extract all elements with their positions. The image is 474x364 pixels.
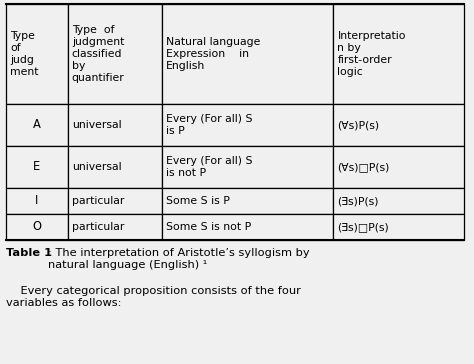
Text: Type  of
judgment
classified
by
quantifier: Type of judgment classified by quantifie…	[72, 25, 125, 83]
Bar	[6, 214, 68, 240]
Bar	[68, 146, 162, 188]
Text: Every (For all) S
is not P: Every (For all) S is not P	[166, 156, 252, 178]
Text: Natural language
Expression    in
English: Natural language Expression in English	[166, 37, 260, 71]
Bar	[162, 146, 334, 188]
Bar	[162, 4, 334, 104]
Bar	[162, 214, 334, 240]
Bar	[6, 4, 68, 104]
Text: (∃s)P(s): (∃s)P(s)	[337, 196, 379, 206]
Bar	[68, 4, 162, 104]
Text: O: O	[32, 221, 41, 233]
Bar	[162, 104, 334, 146]
Text: Every (For all) S
is P: Every (For all) S is P	[166, 114, 252, 136]
Text: universal: universal	[72, 120, 121, 130]
Bar	[334, 146, 464, 188]
Text: particular: particular	[72, 196, 124, 206]
Text: (∃s)□P(s): (∃s)□P(s)	[337, 222, 389, 232]
Text: A: A	[33, 119, 41, 131]
Text: (∀s)□P(s): (∀s)□P(s)	[337, 162, 390, 172]
Bar	[334, 4, 464, 104]
Bar	[68, 214, 162, 240]
Bar	[6, 104, 68, 146]
Bar	[6, 4, 464, 240]
Text: Some S is P: Some S is P	[166, 196, 229, 206]
Text: E: E	[33, 161, 41, 174]
Bar	[162, 188, 334, 214]
Bar	[334, 104, 464, 146]
Text: Some S is not P: Some S is not P	[166, 222, 251, 232]
Bar	[68, 188, 162, 214]
Bar	[6, 146, 68, 188]
Bar	[6, 188, 68, 214]
Text: Interpretatio
n by
first-order
logic: Interpretatio n by first-order logic	[337, 31, 406, 77]
Text: I: I	[35, 194, 38, 207]
Bar	[68, 104, 162, 146]
Text: Type
of
judg
ment: Type of judg ment	[10, 31, 38, 77]
Text: : The interpretation of Aristotle’s syllogism by
natural language (English) ¹: : The interpretation of Aristotle’s syll…	[48, 248, 310, 270]
Text: particular: particular	[72, 222, 124, 232]
Text: universal: universal	[72, 162, 121, 172]
Text: Every categorical proposition consists of the four
variables as follows:: Every categorical proposition consists o…	[6, 286, 301, 308]
Text: Table 1: Table 1	[6, 248, 52, 258]
Text: (∀s)P(s): (∀s)P(s)	[337, 120, 380, 130]
Bar	[334, 214, 464, 240]
Bar	[334, 188, 464, 214]
